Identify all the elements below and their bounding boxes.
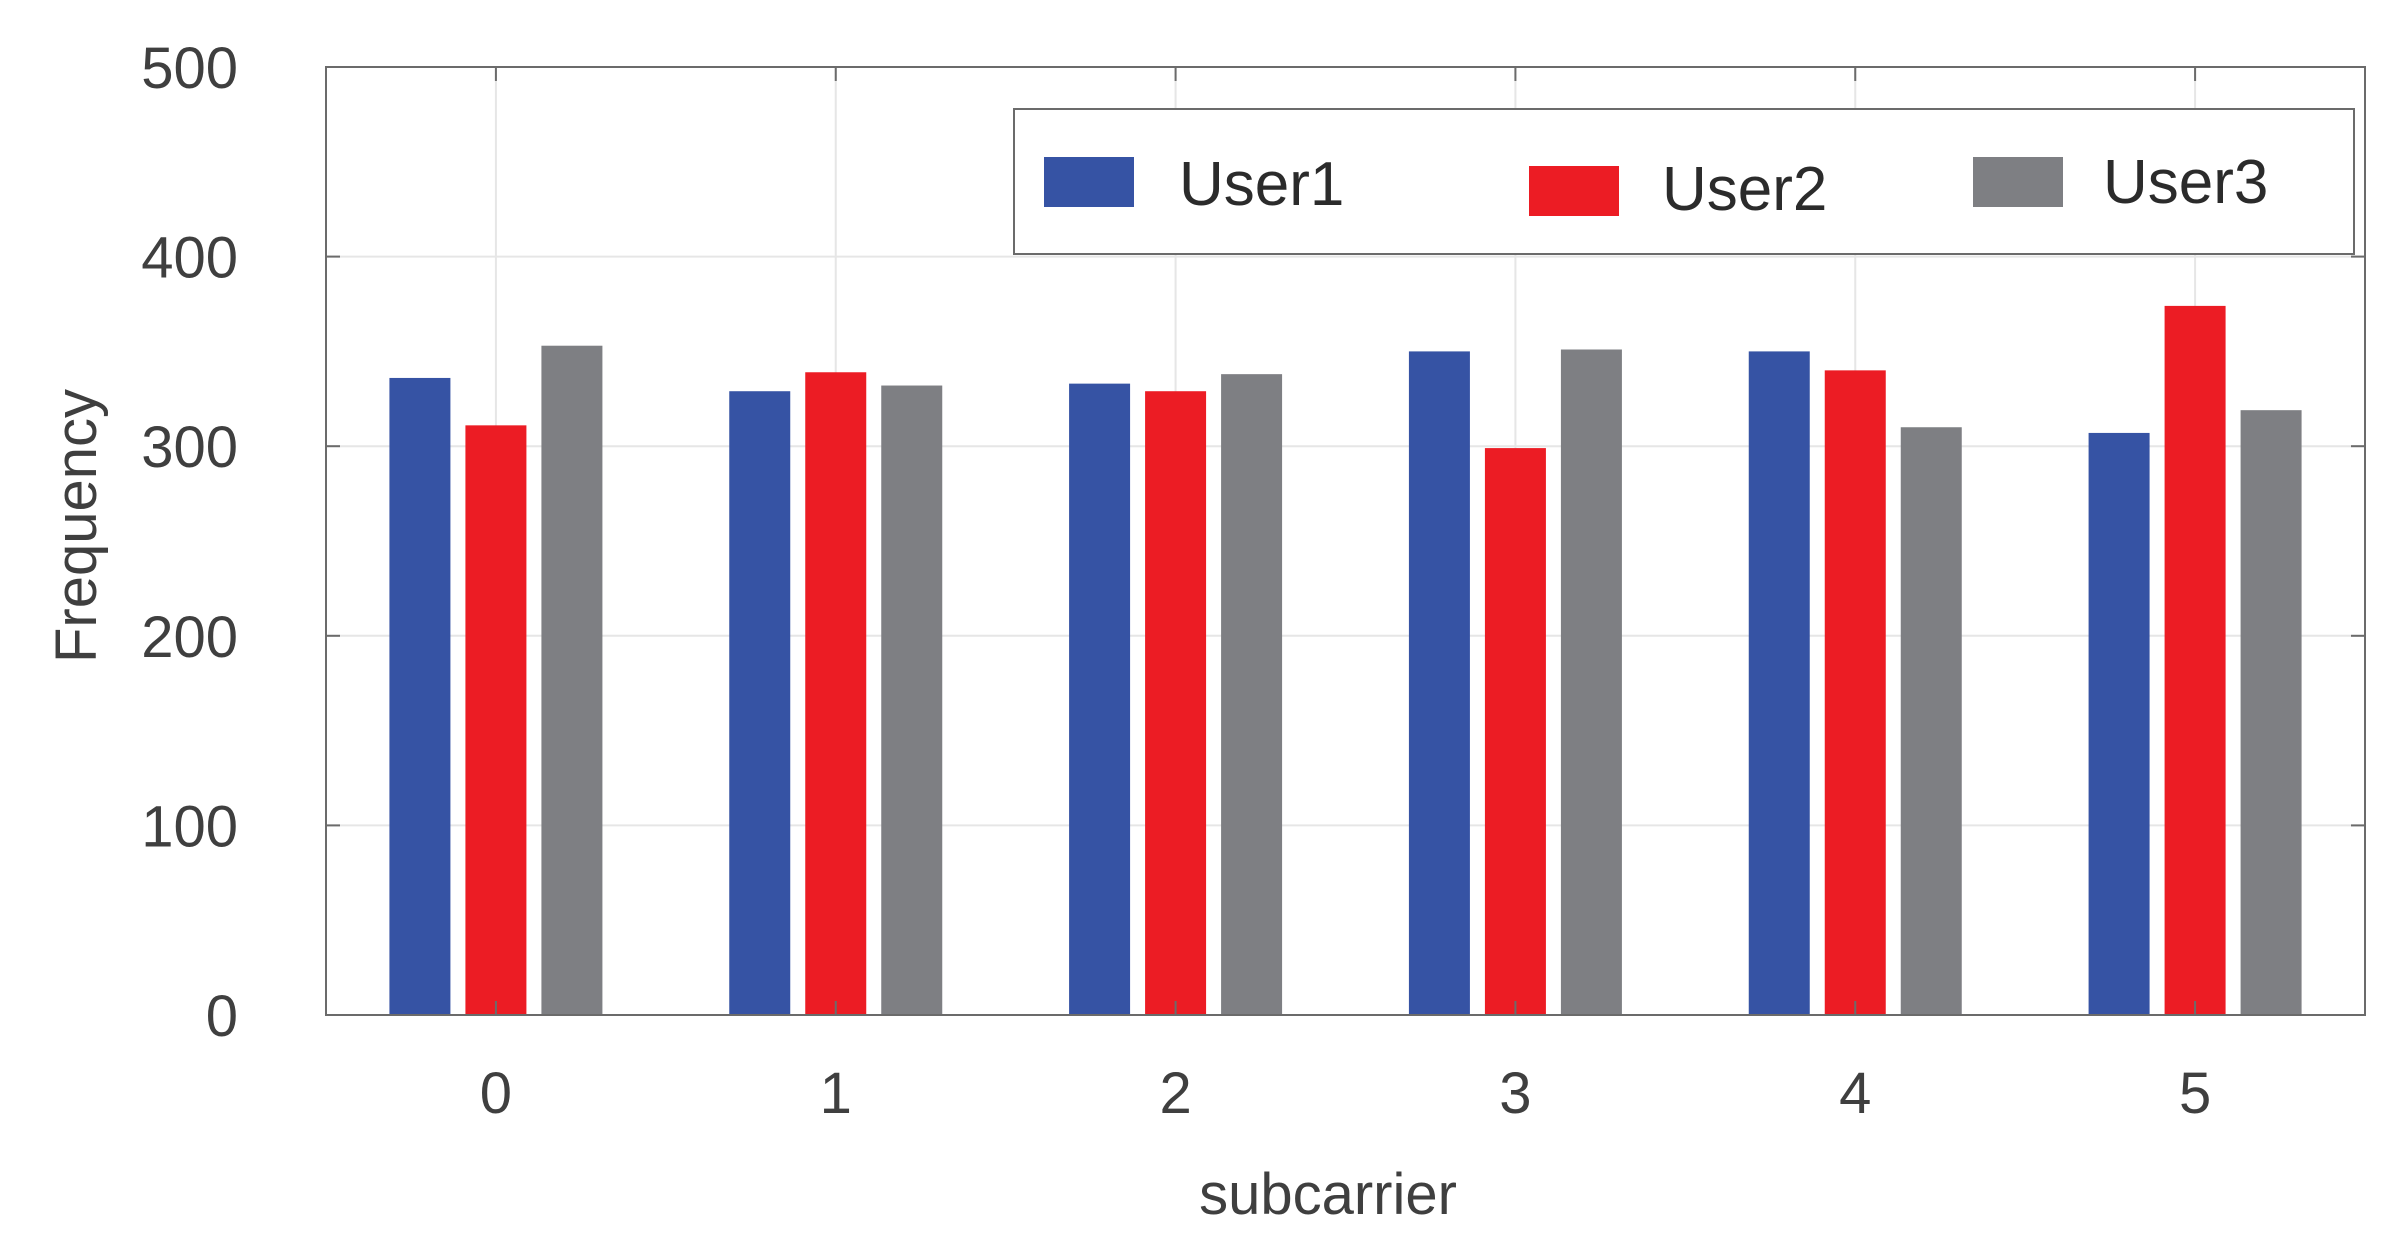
x-tick-label: 5	[2179, 1061, 2211, 1126]
bar-user1-4	[1748, 351, 1810, 1015]
legend-swatch-user3	[1973, 157, 2063, 207]
legend-swatch-user2	[1529, 166, 1619, 216]
bars	[389, 305, 2302, 1016]
y-axis-title: Frequency	[44, 389, 109, 663]
x-tick-label: 0	[480, 1061, 512, 1126]
bar-user2-4	[1824, 370, 1886, 1015]
x-tick-label: 2	[1159, 1061, 1191, 1126]
bar-user3-2	[1221, 374, 1283, 1016]
x-tick-label: 3	[1499, 1061, 1531, 1126]
y-tick-label: 0	[206, 984, 238, 1049]
x-axis-title: subcarrier	[1199, 1162, 1457, 1227]
legend: User1 User2 User3	[1013, 108, 2355, 255]
bar-user3-0	[541, 345, 603, 1015]
bar-user1-1	[729, 391, 791, 1015]
y-tick-label: 500	[141, 36, 238, 101]
bar-user3-5	[2240, 410, 2302, 1015]
y-tick-label: 200	[141, 605, 238, 670]
bar-user1-0	[389, 377, 451, 1016]
bar-user1-5	[2088, 432, 2150, 1016]
legend-label-user3: User3	[2103, 148, 2268, 217]
bar-user1-3	[1408, 351, 1470, 1015]
legend-label-user1: User1	[1179, 150, 1344, 219]
legend-label-user2: User2	[1662, 155, 1827, 224]
legend-swatch-user1	[1044, 157, 1134, 207]
bar-user2-2	[1145, 391, 1207, 1015]
bar-user3-1	[881, 385, 943, 1015]
x-axis-ticks: 0 1 2 3 4 5	[480, 67, 2211, 1126]
bar-user2-5	[2164, 305, 2226, 1015]
bar-user2-1	[805, 372, 867, 1016]
y-tick-label: 300	[141, 415, 238, 480]
bar-user1-2	[1069, 383, 1131, 1016]
y-tick-label: 100	[141, 794, 238, 859]
plot-area-frame	[325, 66, 2366, 1016]
y-axis-ticks: 0 100 200 300 400 500	[141, 36, 2365, 1049]
bar-user2-0	[465, 425, 527, 1015]
legend-box	[1013, 108, 2355, 255]
bar-user3-3	[1560, 349, 1622, 1015]
x-tick-label: 1	[820, 1061, 852, 1126]
y-tick-label: 400	[141, 226, 238, 291]
x-tick-label: 4	[1839, 1061, 1871, 1126]
bar-user3-4	[1900, 427, 1962, 1015]
bar-user2-3	[1484, 448, 1546, 1015]
